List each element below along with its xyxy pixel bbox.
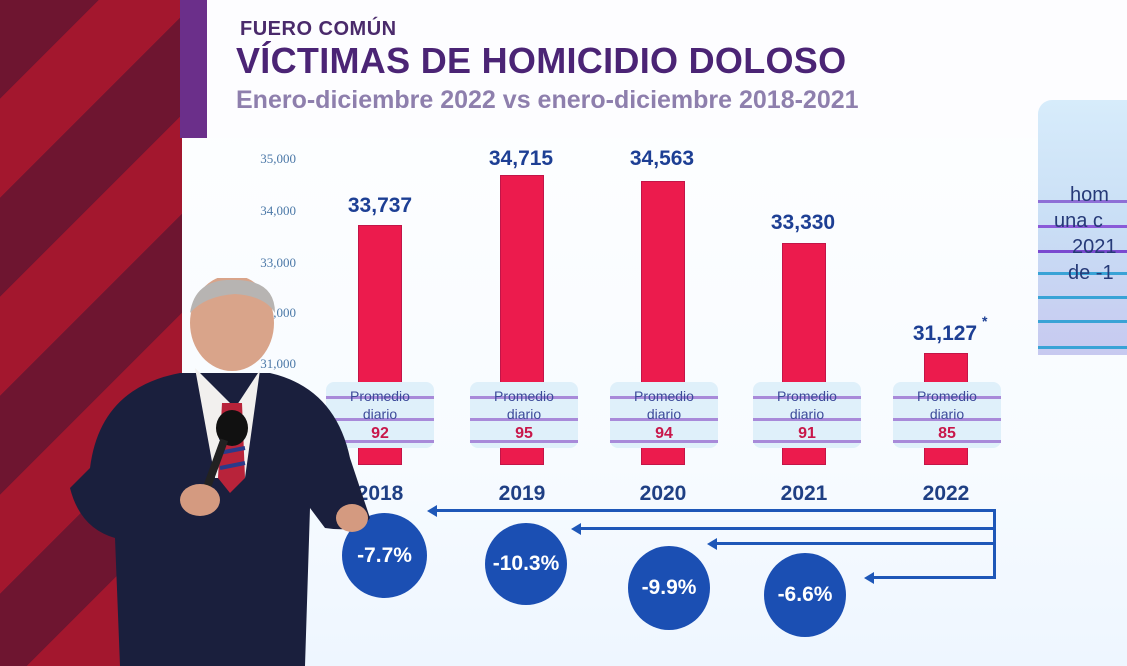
avg-label-1: Promedio: [777, 388, 837, 404]
year-label: 2020: [639, 482, 687, 505]
change-vs-2020: -9.9%: [628, 546, 710, 630]
year-label: 2019: [498, 482, 546, 505]
y-tick: 34,000: [260, 203, 296, 218]
avg-value: 94: [655, 425, 673, 442]
decorative-line: [326, 440, 434, 443]
slide-header-area: [207, 0, 1127, 138]
change-vs-2019: -10.3%: [485, 523, 567, 605]
arrow-to-2021: [873, 576, 996, 579]
slide-title: VÍCTIMAS DE HOMICIDIO DOLOSO: [236, 40, 847, 81]
avg-label-1: Promedio: [350, 388, 410, 404]
slide-kicker: FUERO COMÚN: [240, 18, 397, 40]
y-tick: 31,000: [260, 356, 296, 371]
avg-label-2: diario: [929, 406, 965, 422]
daily-average-box-2019: Promedio diario 95: [470, 382, 578, 448]
year-label: 2022: [922, 482, 970, 505]
daily-average-box-2021: Promedio diario 91: [753, 382, 861, 448]
side-note-text: una c: [1054, 210, 1103, 232]
avg-label-2: diario: [646, 406, 682, 422]
decorative-line: [326, 396, 434, 399]
daily-average-box-2020: Promedio diario 94: [610, 382, 718, 448]
bar-value-label: 31,127: [912, 322, 978, 345]
decorative-line: [753, 418, 861, 421]
arrow-head-icon: [571, 523, 581, 535]
avg-label-2: diario: [362, 406, 398, 422]
avg-label-2: diario: [506, 406, 542, 422]
year-label: 2018: [356, 482, 404, 505]
purple-accent-band: [180, 0, 207, 138]
avg-label-1: Promedio: [634, 388, 694, 404]
bar-value-label: 34,563: [629, 147, 695, 170]
decorative-line: [470, 418, 578, 421]
bar-value-label: 33,737: [347, 194, 413, 217]
bar-value-label: 34,715: [488, 147, 554, 170]
avg-value: 85: [938, 425, 956, 442]
decorative-line: [893, 396, 1001, 399]
arrow-head-icon: [864, 572, 874, 584]
decorative-line: [753, 396, 861, 399]
avg-label-2: diario: [789, 406, 825, 422]
avg-value: 95: [515, 425, 533, 442]
decorative-line: [893, 440, 1001, 443]
avg-label-1: Promedio: [494, 388, 554, 404]
decorative-line: [1038, 250, 1127, 253]
preliminary-marker: *: [982, 313, 988, 329]
avg-value: 91: [798, 425, 816, 442]
arrow-head-icon: [707, 538, 717, 550]
avg-value: 92: [371, 425, 389, 442]
bar-value-label: 33,330: [770, 211, 836, 234]
decorative-line: [1038, 320, 1127, 323]
arrow-head-icon: [427, 505, 437, 517]
decorative-line: [470, 440, 578, 443]
decorative-line: [326, 418, 434, 421]
decorative-line: [1038, 225, 1127, 228]
decorative-line: [1038, 346, 1127, 349]
arrow-to-2019: [580, 527, 996, 530]
side-note-text: de -1: [1068, 262, 1114, 284]
decorative-line: [1038, 272, 1127, 275]
daily-average-box-2022: Promedio diario 85: [893, 382, 1001, 448]
decorative-line: [893, 418, 1001, 421]
decorative-line: [610, 396, 718, 399]
avg-label-1: Promedio: [917, 388, 977, 404]
side-note-panel: hom una c 2021 de -1: [1038, 100, 1127, 355]
change-vs-2021: -6.6%: [764, 553, 846, 637]
decorative-line: [610, 418, 718, 421]
side-note-text: 2021: [1072, 236, 1117, 258]
arrow-to-2020: [716, 542, 996, 545]
daily-average-box-2018: Promedio diario 92: [326, 382, 434, 448]
arrow-to-2018: [436, 509, 996, 512]
decorative-line: [1038, 296, 1127, 299]
decorative-line: [470, 396, 578, 399]
side-note-text: hom: [1070, 184, 1109, 206]
decorative-line: [753, 440, 861, 443]
decorative-line: [610, 440, 718, 443]
y-tick: 35,000: [260, 151, 296, 166]
slide-subtitle: Enero-diciembre 2022 vs enero-diciembre …: [236, 86, 859, 114]
presenter-figure: [70, 278, 370, 666]
year-label: 2021: [780, 482, 828, 505]
decorative-line: [1038, 200, 1127, 203]
y-tick: 33,000: [260, 255, 296, 270]
